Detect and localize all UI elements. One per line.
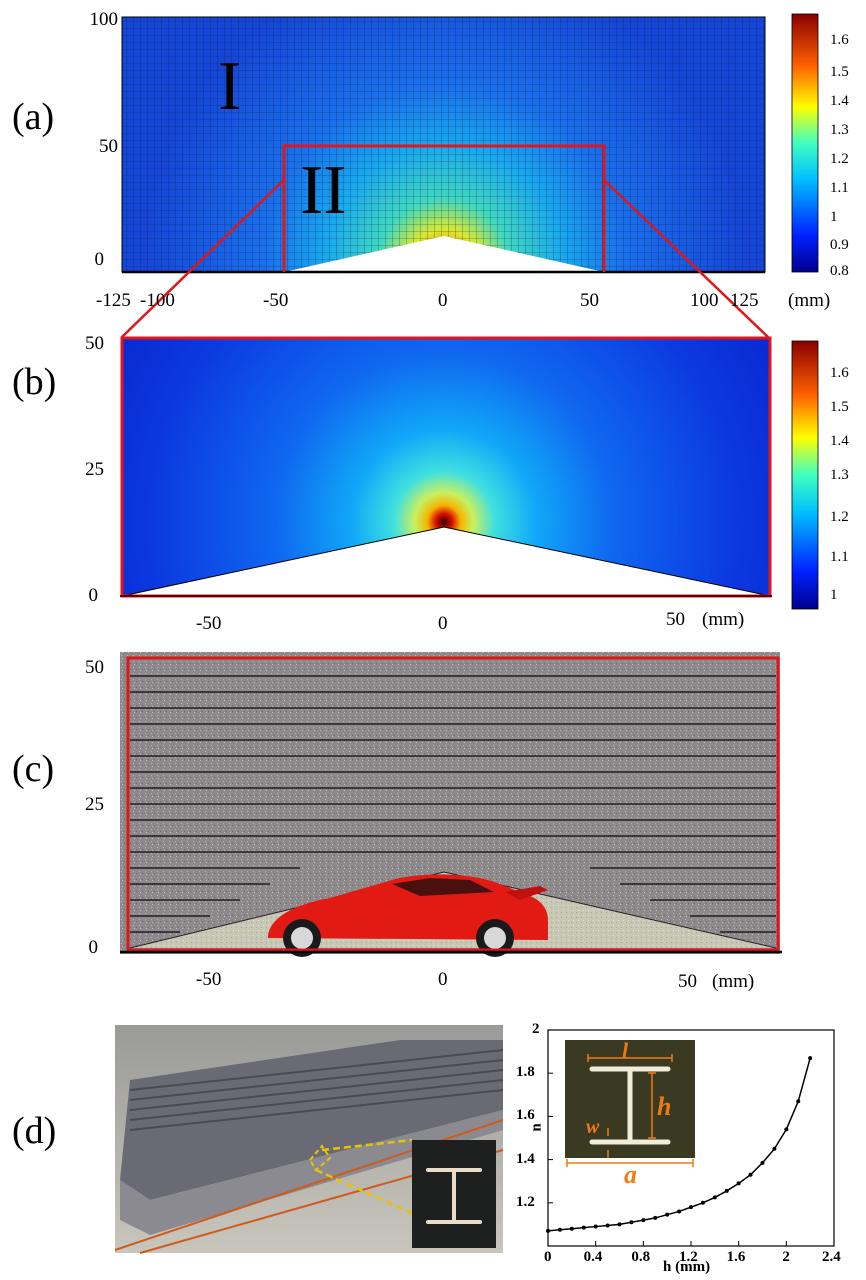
a-cb-tick: 1.3: [830, 122, 849, 138]
n-data-point: [557, 1227, 562, 1232]
n-data-point: [748, 1172, 753, 1177]
n-data-point: [689, 1205, 693, 1210]
chart-x-tick-label: 2: [782, 1249, 790, 1265]
b-cb-tick: 1.5: [830, 399, 849, 415]
a-cb-tick: 1.1: [830, 180, 849, 196]
inset-label-w: w: [586, 1116, 600, 1138]
chart-x-tick-label: 0.4: [583, 1249, 603, 1265]
b-cb-tick: 1.2: [830, 509, 849, 525]
b-cb-tick: 1.3: [830, 467, 849, 483]
b-y-tick: 50: [85, 333, 104, 354]
a-cb-tick: 1.4: [830, 93, 849, 109]
a-x-tick: -125: [96, 290, 131, 311]
b-cb-tick: 1.6: [830, 365, 849, 381]
n-data-point: [784, 1127, 789, 1132]
inset-label-a: a: [624, 1160, 637, 1189]
n-data-point: [653, 1215, 658, 1220]
panel-a-field-plot: [121, 16, 769, 338]
chart-y-tick-label: 2: [532, 1021, 540, 1037]
chart-x-tick-label: 0.8: [631, 1249, 651, 1265]
n-data-point: [724, 1188, 729, 1193]
a-y-tick: 0: [94, 249, 105, 270]
toy-car-image: [268, 874, 548, 957]
c-y-tick: 50: [85, 657, 104, 678]
n-data-point: [772, 1146, 777, 1151]
c-x-unit: (mm): [712, 971, 755, 992]
n-data-point: [569, 1226, 574, 1231]
chart-y-tick-label: 1.6: [516, 1107, 535, 1124]
panel-c-photo: [120, 652, 782, 957]
c-x-tick: -50: [196, 969, 222, 990]
a-x-tick: -100: [140, 290, 175, 311]
c-x-tick: 0: [438, 969, 448, 990]
panel-d-label: (d): [12, 1110, 57, 1152]
c-y-tick: 25: [85, 794, 104, 815]
panel-b-field-plot: [120, 336, 772, 598]
panel-c-label: (c): [12, 748, 55, 790]
a-cb-tick: 1: [830, 209, 838, 225]
dimension-annotations: [566, 1054, 694, 1167]
a-x-tick: 0: [438, 290, 448, 311]
b-x-tick: 0: [438, 613, 448, 634]
n-data-point: [760, 1160, 765, 1165]
chart-x-tick-label: 1.2: [679, 1249, 698, 1265]
a-y-tick: 100: [89, 9, 119, 30]
b-x-tick: 50: [666, 609, 685, 630]
chart-x-tick-label: 2.4: [822, 1249, 841, 1265]
chart-y-tick-label: 1.8: [516, 1064, 535, 1081]
b-cb-tick: 1: [830, 587, 838, 603]
c-x-tick: 50: [678, 971, 697, 992]
n-data-point: [641, 1218, 646, 1223]
chart-x-label: h (mm): [663, 1259, 711, 1275]
a-cb-tick: 1.6: [830, 32, 849, 48]
n-data-point: [617, 1222, 622, 1227]
n-data-point: [712, 1195, 717, 1200]
inset-label-h: h: [657, 1092, 672, 1121]
a-x-unit: (mm): [788, 290, 831, 311]
n-data-point: [665, 1212, 670, 1217]
a-cb-tick: 1.2: [830, 151, 849, 167]
chart-y-tick-label: 1.4: [516, 1150, 535, 1167]
a-cb-tick: 0.8: [830, 263, 849, 279]
a-x-tick: -50: [263, 290, 289, 311]
b-x-unit: (mm): [702, 609, 745, 630]
n-data-point: [593, 1224, 598, 1229]
a-x-tick: 50: [580, 290, 599, 311]
i-shape-unit: [589, 1066, 671, 1145]
inset-label-l: l: [622, 1038, 629, 1063]
n-data-point: [581, 1225, 586, 1230]
n-data-point: [605, 1223, 610, 1228]
region-I-label: I: [218, 48, 242, 125]
region-II-label: II: [300, 152, 347, 229]
b-cb-tick: 1.4: [830, 433, 849, 449]
n-data-point: [700, 1200, 705, 1205]
n-data-point: [736, 1181, 741, 1186]
b-y-tick: 25: [85, 459, 104, 480]
chart-x-tick-label: 1.6: [726, 1249, 746, 1265]
n-data-point: [677, 1209, 682, 1214]
a-x-tick: 125: [730, 290, 759, 311]
panel-b-label: (b): [12, 361, 57, 403]
b-cb-tick: 1.1: [830, 549, 849, 565]
a-x-tick: 100: [690, 290, 719, 311]
c-y-tick: 0: [88, 937, 99, 958]
chart-y-tick-label: 1.2: [516, 1193, 535, 1210]
a-cb-tick: 1.5: [830, 64, 849, 80]
chart-y-label: n: [528, 1123, 545, 1132]
chart-x-tick-label: 0: [544, 1249, 552, 1265]
b-y-tick: 0: [88, 585, 99, 606]
a-cb-tick: 0.9: [830, 237, 849, 253]
panel-b-colorbar: [791, 340, 819, 610]
n-data-point: [629, 1220, 634, 1225]
n-data-point: [546, 1228, 550, 1233]
panel-a-colorbar: [791, 13, 819, 273]
n-data-point: [796, 1099, 801, 1104]
n-data-point: [808, 1056, 813, 1061]
panel-a-label: (a): [12, 96, 55, 138]
a-y-tick: 50: [99, 136, 118, 157]
b-x-tick: -50: [196, 613, 222, 634]
